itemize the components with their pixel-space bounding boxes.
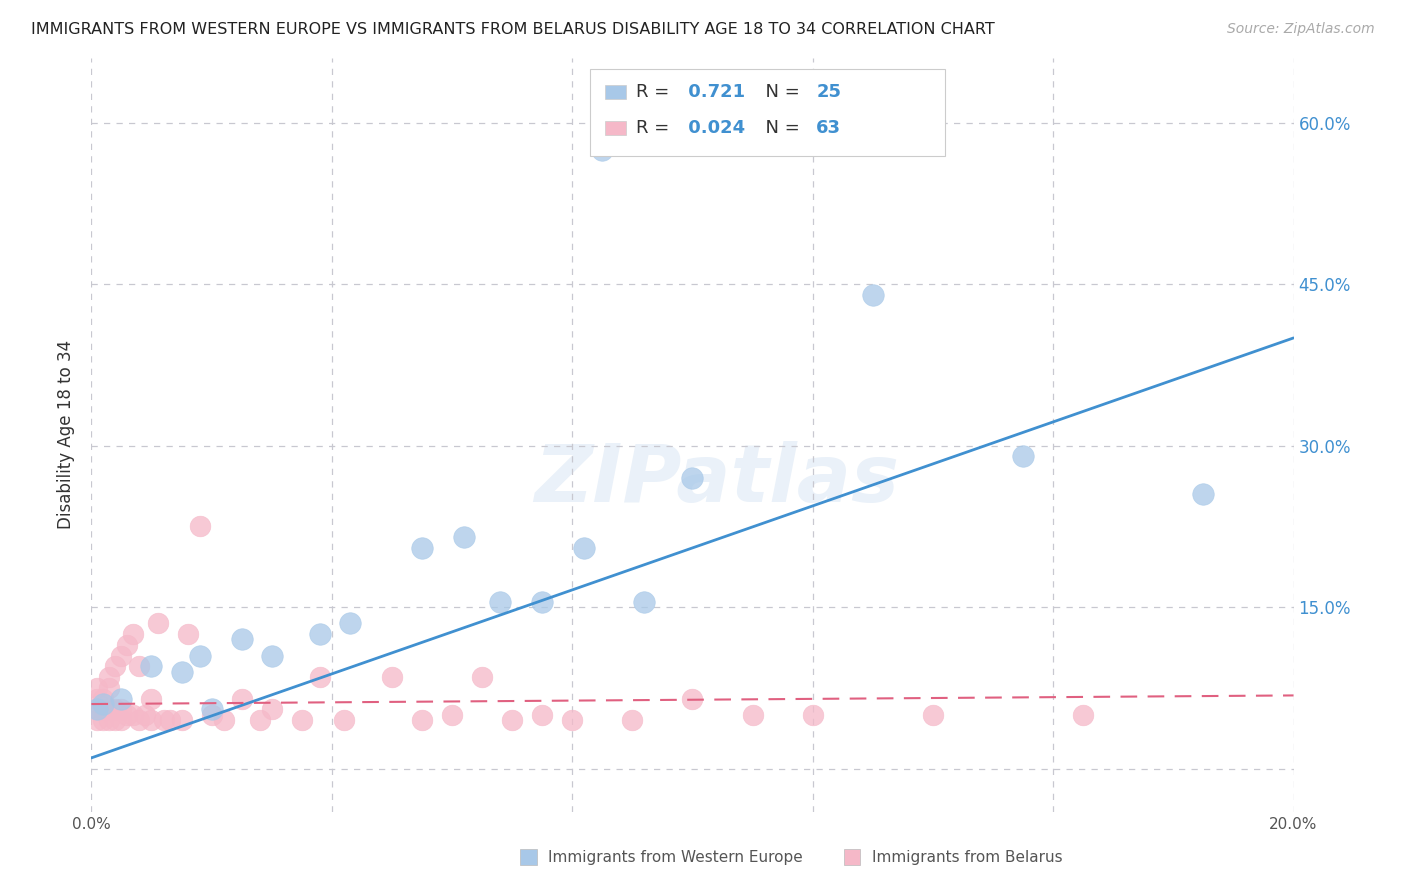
Text: Immigrants from Western Europe: Immigrants from Western Europe — [548, 850, 803, 864]
Point — [104, 702, 127, 716]
Point — [93, 713, 115, 727]
Text: 0.024: 0.024 — [682, 119, 745, 137]
Point — [411, 713, 433, 727]
FancyBboxPatch shape — [591, 70, 945, 156]
Point — [411, 541, 433, 555]
Point — [110, 702, 132, 716]
Point — [146, 616, 169, 631]
Point — [308, 627, 330, 641]
Point — [440, 707, 463, 722]
Point — [134, 707, 156, 722]
Point — [159, 713, 181, 727]
Point — [98, 713, 121, 727]
Point — [333, 713, 356, 727]
Point — [260, 702, 283, 716]
Text: Source: ZipAtlas.com: Source: ZipAtlas.com — [1227, 22, 1375, 37]
Point — [1071, 707, 1094, 722]
Point — [170, 713, 193, 727]
Point — [681, 471, 703, 485]
Point — [501, 713, 523, 727]
Point — [176, 627, 198, 641]
Point — [104, 713, 127, 727]
Point — [110, 648, 132, 663]
Point — [128, 659, 150, 673]
Point — [574, 541, 596, 555]
Point — [98, 681, 121, 695]
Point — [339, 616, 361, 631]
Point — [110, 713, 132, 727]
Point — [231, 632, 253, 647]
Point — [308, 670, 330, 684]
Point — [260, 648, 283, 663]
Point — [801, 707, 824, 722]
Point — [621, 713, 644, 727]
Point — [98, 702, 121, 716]
Text: R =: R = — [636, 119, 675, 137]
Point — [93, 702, 115, 716]
Point — [122, 707, 145, 722]
Point — [681, 691, 703, 706]
Point — [86, 691, 108, 706]
Point — [633, 595, 655, 609]
Point — [152, 713, 174, 727]
Point — [741, 707, 763, 722]
Text: ZIPatlas: ZIPatlas — [534, 441, 898, 519]
FancyBboxPatch shape — [605, 121, 626, 135]
Point — [141, 713, 163, 727]
Point — [591, 143, 613, 157]
Text: 25: 25 — [817, 83, 841, 101]
Point — [188, 648, 211, 663]
Point — [1012, 450, 1035, 464]
Point — [98, 670, 121, 684]
Point — [381, 670, 404, 684]
Point — [561, 713, 583, 727]
Point — [471, 670, 494, 684]
Point — [922, 707, 945, 722]
Point — [117, 707, 139, 722]
Text: 63: 63 — [817, 119, 841, 137]
Point — [141, 691, 163, 706]
Point — [117, 638, 139, 652]
Text: IMMIGRANTS FROM WESTERN EUROPE VS IMMIGRANTS FROM BELARUS DISABILITY AGE 18 TO 3: IMMIGRANTS FROM WESTERN EUROPE VS IMMIGR… — [31, 22, 994, 37]
Text: N =: N = — [754, 83, 806, 101]
Point — [128, 713, 150, 727]
Point — [531, 707, 554, 722]
Point — [201, 707, 224, 722]
Point — [86, 681, 108, 695]
Point — [231, 691, 253, 706]
Point — [862, 288, 884, 302]
Point — [1192, 487, 1215, 501]
Point — [188, 519, 211, 533]
Point — [531, 595, 554, 609]
Point — [122, 627, 145, 641]
Point — [93, 691, 115, 706]
Point — [86, 702, 108, 716]
Point — [291, 713, 314, 727]
Text: R =: R = — [636, 83, 675, 101]
Text: N =: N = — [754, 119, 806, 137]
Point — [212, 713, 235, 727]
Point — [86, 702, 108, 716]
Point — [489, 595, 512, 609]
Point — [110, 691, 132, 706]
Text: 0.721: 0.721 — [682, 83, 745, 101]
Point — [170, 665, 193, 679]
Point — [86, 713, 108, 727]
Point — [93, 697, 115, 711]
Text: Immigrants from Belarus: Immigrants from Belarus — [872, 850, 1063, 864]
Point — [201, 702, 224, 716]
Point — [249, 713, 271, 727]
FancyBboxPatch shape — [605, 85, 626, 99]
Y-axis label: Disability Age 18 to 34: Disability Age 18 to 34 — [58, 340, 76, 530]
Point — [104, 659, 127, 673]
Point — [453, 530, 475, 544]
Point — [141, 659, 163, 673]
